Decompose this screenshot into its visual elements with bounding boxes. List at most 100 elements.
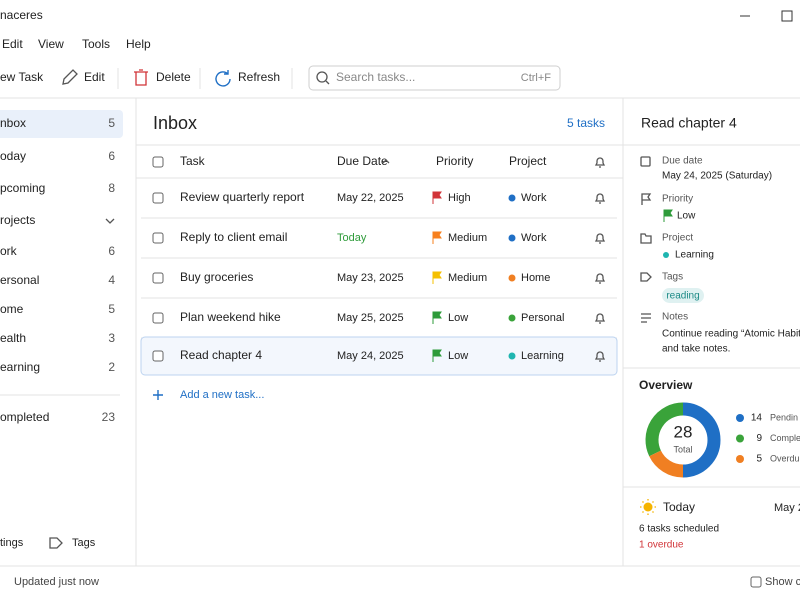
column-header[interactable]: Task — [180, 154, 206, 168]
checkbox[interactable] — [152, 232, 164, 244]
search-shortcut: Ctrl+F — [521, 72, 552, 84]
menu-item[interactable]: Edit — [2, 37, 23, 51]
donut-segment — [682, 402, 721, 478]
nav-count: 8 — [108, 181, 115, 195]
task-title[interactable]: Plan weekend hike — [180, 310, 281, 324]
legend-value: 14 — [751, 413, 763, 424]
nav-count: 6 — [108, 244, 115, 258]
legend-dot — [736, 414, 744, 422]
menu-item[interactable]: Help — [126, 37, 151, 51]
checkbox[interactable] — [152, 312, 164, 324]
add-task-link[interactable]: Add a new task... — [180, 389, 264, 401]
tag-icon — [49, 537, 63, 549]
nav-item[interactable]: earning — [0, 360, 40, 374]
checkbox[interactable] — [152, 156, 164, 168]
maximize-button[interactable] — [781, 10, 793, 22]
checkbox[interactable] — [152, 350, 164, 362]
task-project: Work — [521, 192, 547, 204]
checkbox[interactable] — [152, 272, 164, 284]
search-box[interactable] — [308, 65, 561, 91]
selected-row — [140, 336, 618, 376]
refresh-button[interactable]: Refresh — [238, 70, 280, 84]
priority-flag — [432, 349, 442, 362]
field-value: Low — [677, 211, 696, 222]
column-header[interactable]: Priority — [436, 154, 473, 168]
nav-item[interactable]: oday — [0, 149, 26, 163]
detail-title: Read chapter 4 — [641, 115, 737, 131]
priority-flag — [663, 209, 673, 222]
column-header[interactable]: Due Date — [337, 154, 388, 168]
projects-header[interactable]: rojects — [0, 213, 35, 227]
field-value: May 24, 2025 (Saturday) — [662, 171, 772, 182]
legend-dot — [736, 455, 744, 463]
task-title[interactable]: Review quarterly report — [180, 190, 305, 204]
task-title[interactable]: Read chapter 4 — [180, 348, 262, 362]
legend-value: 5 — [756, 454, 762, 465]
donut-segment — [649, 450, 684, 478]
new-task-button[interactable]: ew Task — [0, 70, 44, 84]
menu-item[interactable]: Tools — [82, 37, 110, 51]
today-title: Today — [663, 500, 695, 514]
legend-value: 9 — [756, 433, 762, 444]
today-overdue: 1 overdue — [639, 540, 684, 551]
search-icon — [316, 71, 328, 83]
notes-text: and take notes. — [662, 344, 730, 355]
list-title: Inbox — [153, 113, 197, 133]
nav-item[interactable]: pcoming — [0, 181, 45, 195]
nav-count: 4 — [108, 273, 115, 287]
task-title[interactable]: Buy groceries — [180, 270, 253, 284]
search-icon — [325, 80, 330, 85]
add-icon[interactable] — [153, 390, 163, 400]
nav-item[interactable]: ome — [0, 302, 24, 316]
reminder-icon[interactable] — [594, 273, 606, 284]
reminder-icon[interactable] — [594, 313, 606, 324]
checkbox[interactable] — [750, 576, 762, 588]
priority-flag — [432, 191, 442, 204]
nav-item[interactable]: nbox — [0, 116, 26, 130]
reminder-icon[interactable] — [594, 193, 606, 204]
legend-label: Pendin — [770, 412, 798, 422]
reminder-icon[interactable] — [594, 157, 606, 168]
project-dot — [508, 352, 516, 360]
task-due: May 23, 2025 — [337, 272, 404, 284]
legend-label: Complet — [770, 433, 800, 443]
selected-nav-item — [0, 110, 123, 138]
legend-label: Overdu — [770, 453, 800, 463]
checkbox[interactable] — [152, 192, 164, 204]
priority-flag — [432, 311, 442, 324]
delete-icon — [134, 69, 148, 86]
column-header[interactable]: Project — [509, 154, 547, 168]
nav-item[interactable]: ealth — [0, 331, 26, 345]
project-dot — [508, 194, 516, 202]
field-label: Priority — [662, 194, 693, 205]
edit-button[interactable]: Edit — [84, 70, 105, 84]
tags-link[interactable]: Tags — [72, 537, 96, 549]
notes-text: Continue reading “Atomic Habits” — [662, 329, 800, 340]
sun-rays — [640, 499, 656, 515]
menu-item[interactable]: View — [38, 37, 64, 51]
reminder-icon[interactable] — [594, 233, 606, 244]
task-due: May 25, 2025 — [337, 312, 404, 324]
field-label: Project — [662, 233, 693, 244]
sun-icon — [643, 502, 653, 512]
delete-button[interactable]: Delete — [156, 70, 191, 84]
settings-link[interactable]: tings — [0, 537, 24, 549]
nav-item[interactable]: ersonal — [0, 273, 39, 287]
reminder-icon[interactable] — [594, 351, 606, 362]
donut-segment — [645, 402, 684, 457]
project-dot — [508, 234, 516, 242]
task-priority: High — [448, 192, 471, 204]
legend-dot — [736, 434, 744, 443]
task-priority: Low — [448, 312, 468, 324]
nav-item[interactable]: ork — [0, 244, 18, 258]
tag-pill — [662, 288, 704, 303]
nav-item[interactable]: ompleted — [0, 410, 49, 424]
donut-total: 28 — [674, 422, 693, 441]
tag-text: reading — [666, 291, 699, 302]
folder-icon — [640, 233, 652, 244]
task-title[interactable]: Reply to client email — [180, 230, 287, 244]
show-completed-toggle[interactable]: Show co — [765, 576, 800, 588]
collapse-chevron[interactable] — [105, 218, 115, 224]
task-due: Today — [337, 232, 367, 244]
